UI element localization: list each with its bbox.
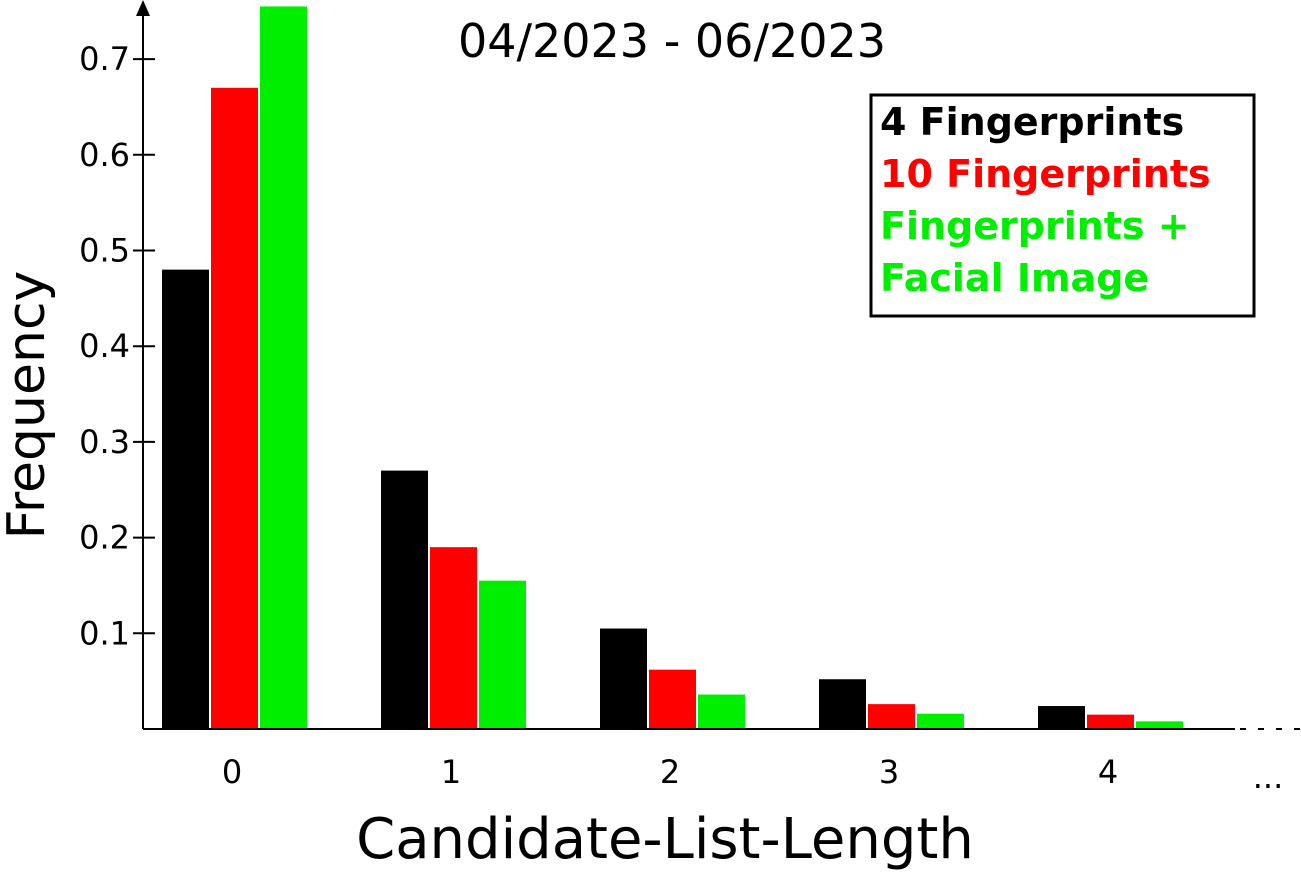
bar-0-0	[162, 269, 209, 729]
bar-1-3	[868, 704, 915, 729]
bar-2-2	[698, 694, 745, 729]
bar-0-1	[381, 470, 428, 729]
y-tick-label: 0.5	[79, 232, 130, 270]
legend-entry: 10 Fingerprints	[880, 152, 1211, 196]
bar-1-0	[211, 87, 258, 729]
bar-2-4	[1136, 721, 1183, 729]
x-ticks-group: 0 1 2 3 4	[222, 753, 1118, 791]
y-tick-label: 0.3	[79, 423, 130, 461]
bar-0-4	[1038, 706, 1085, 729]
y-tick-label: 0.6	[79, 136, 130, 174]
legend-items: 4 Fingerprints 10 Fingerprints Fingerprint…	[880, 100, 1211, 300]
bar-1-1	[430, 547, 477, 729]
x-tick-label: 4	[1098, 753, 1118, 791]
bar-0-2	[600, 628, 647, 729]
y-tick-label: 0.2	[79, 519, 130, 557]
x-axis-title: Candidate-List-Length	[356, 807, 974, 872]
x-tick-label: 1	[441, 753, 461, 791]
legend-entry: Facial Image	[880, 256, 1149, 300]
y-tick-label: 0.7	[79, 40, 130, 78]
y-ticks-group: 0.1 0.2 0.3 0.4 0.5 0.6 0.7	[79, 40, 155, 652]
bar-0-3	[819, 679, 866, 729]
legend-entry: Fingerprints +	[880, 204, 1190, 248]
y-axis-title: Frequency	[0, 271, 57, 540]
x-tick-label: 2	[660, 753, 680, 791]
bar-2-0	[260, 6, 307, 729]
x-tick-label: 3	[879, 753, 899, 791]
bar-1-4	[1087, 714, 1134, 729]
y-tick-label: 0.4	[79, 327, 130, 365]
bar-1-2	[649, 669, 696, 729]
bar-2-1	[479, 580, 526, 729]
y-axis-arrow	[136, 0, 150, 16]
bar-2-3	[917, 713, 964, 729]
bars-group	[162, 6, 1183, 729]
legend-box	[869, 93, 1256, 318]
x-axis-continuation-label: ...	[1253, 758, 1284, 796]
legend-entry: 4 Fingerprints	[880, 100, 1184, 144]
legend: 4 Fingerprints 10 Fingerprints Fingerprint…	[869, 93, 1256, 318]
y-tick-label: 0.1	[79, 614, 130, 652]
x-tick-label: 0	[222, 753, 242, 791]
chart-title: 04/2023 - 06/2023	[458, 14, 886, 68]
